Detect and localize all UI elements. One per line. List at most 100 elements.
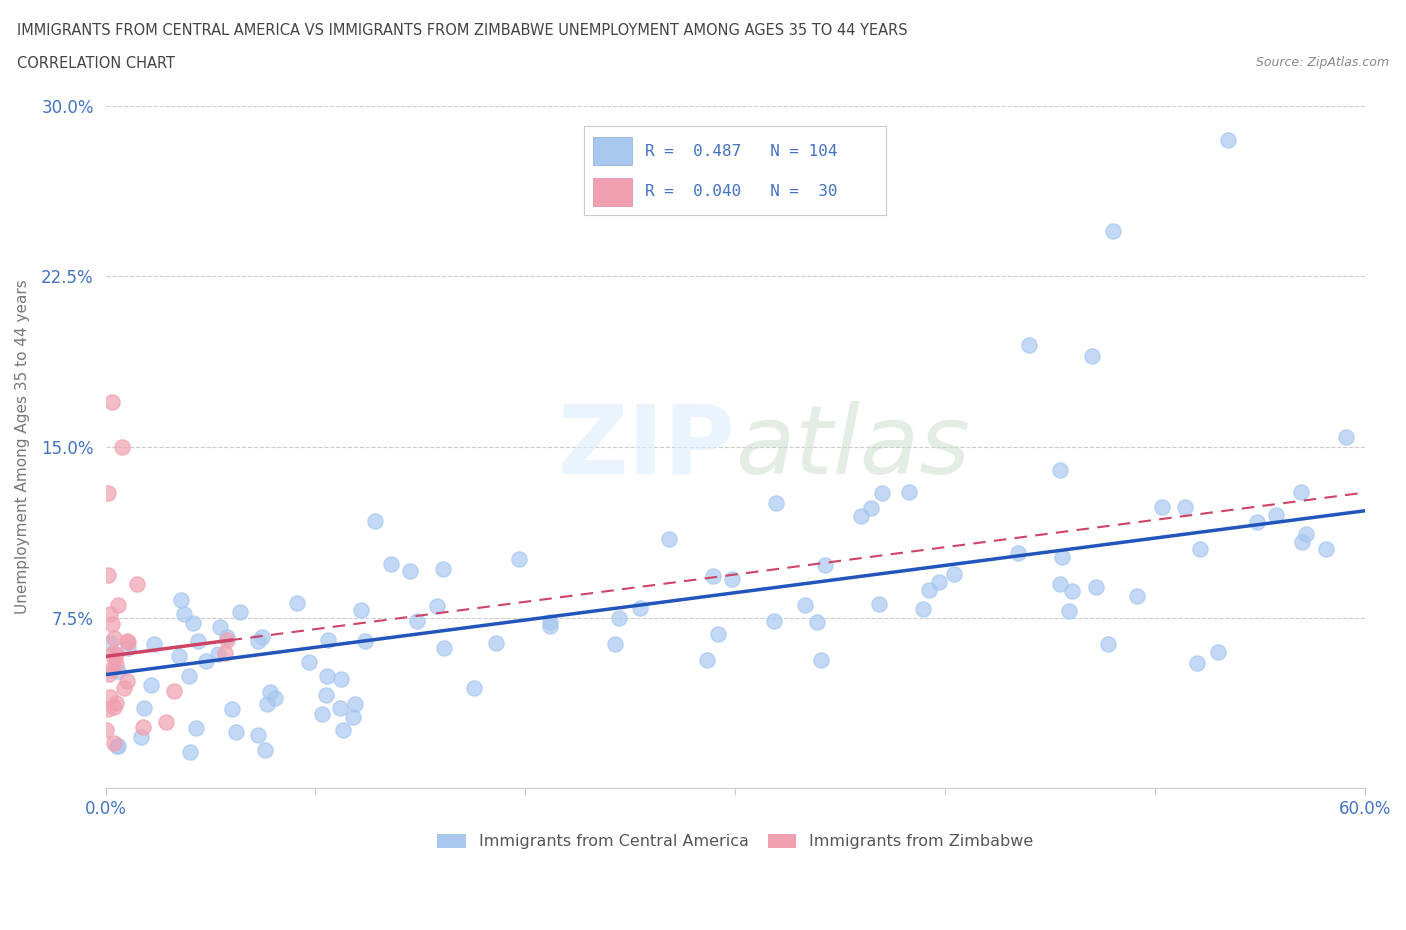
Point — [1049, 462, 1071, 477]
Point — [103, 736, 125, 751]
Point — [870, 485, 893, 500]
Point — [350, 603, 373, 618]
Point — [806, 614, 828, 629]
Point — [1289, 485, 1312, 499]
Point — [170, 592, 193, 607]
Point — [354, 634, 377, 649]
Point — [217, 633, 239, 648]
Point — [696, 653, 718, 668]
Point — [1060, 584, 1083, 599]
Point — [426, 599, 449, 614]
Point — [94, 723, 117, 737]
Point — [127, 577, 149, 591]
Point — [1059, 604, 1081, 618]
Point — [399, 564, 422, 578]
Point — [259, 684, 281, 699]
Point — [1018, 338, 1040, 352]
Point — [912, 602, 935, 617]
Point — [1295, 526, 1317, 541]
Point — [287, 595, 309, 610]
Point — [868, 597, 890, 612]
Point — [463, 681, 485, 696]
Point — [142, 637, 165, 652]
Point — [225, 724, 247, 739]
Point — [1126, 589, 1149, 604]
Point — [810, 653, 832, 668]
Point — [105, 738, 128, 753]
Point — [101, 645, 124, 660]
Point — [229, 604, 252, 619]
Point — [215, 630, 238, 644]
Point — [814, 558, 837, 573]
Point — [132, 720, 155, 735]
Point — [104, 696, 127, 711]
Point — [538, 618, 561, 633]
Point — [103, 631, 125, 645]
Point — [1049, 577, 1071, 591]
Point — [98, 690, 121, 705]
Point — [316, 633, 339, 648]
Point — [1185, 656, 1208, 671]
Legend: Immigrants from Central America, Immigrants from Zimbabwe: Immigrants from Central America, Immigra… — [430, 827, 1040, 856]
Point — [1152, 499, 1174, 514]
Text: ZIP: ZIP — [557, 401, 735, 494]
Point — [254, 742, 277, 757]
Point — [115, 673, 138, 688]
Point — [179, 744, 201, 759]
Point — [380, 557, 402, 572]
Point — [1081, 349, 1104, 364]
Point — [250, 630, 273, 644]
Point — [247, 633, 270, 648]
Point — [342, 710, 364, 724]
Point — [101, 394, 124, 409]
Point — [329, 700, 352, 715]
Point — [131, 729, 153, 744]
Point — [256, 696, 278, 711]
Point — [117, 633, 139, 648]
Point — [107, 663, 129, 678]
Point — [1246, 514, 1268, 529]
Point — [720, 572, 742, 587]
Point — [607, 611, 630, 626]
Point — [98, 635, 121, 650]
Point — [433, 641, 456, 656]
Point — [1097, 636, 1119, 651]
Point — [1334, 430, 1357, 445]
Point — [104, 657, 127, 671]
Point — [97, 567, 120, 582]
Point — [97, 667, 120, 682]
Point — [851, 509, 873, 524]
Point — [1315, 542, 1337, 557]
Point — [167, 648, 190, 663]
Point — [1102, 223, 1125, 238]
Point — [315, 687, 337, 702]
Point — [1188, 541, 1211, 556]
Point — [1218, 132, 1240, 147]
Point — [195, 654, 218, 669]
Point — [221, 701, 243, 716]
Point — [316, 669, 339, 684]
Point — [183, 616, 205, 631]
Point — [208, 620, 231, 635]
Point — [107, 598, 129, 613]
Point — [187, 634, 209, 649]
Point — [1050, 550, 1073, 565]
Point — [298, 655, 321, 670]
Point — [1007, 546, 1029, 561]
Point — [1206, 644, 1229, 659]
Point — [247, 727, 270, 742]
Point — [207, 646, 229, 661]
Point — [311, 707, 333, 722]
Point — [117, 640, 139, 655]
Point — [603, 637, 626, 652]
Point — [630, 601, 652, 616]
Point — [762, 613, 785, 628]
Point — [214, 645, 236, 660]
Point — [163, 684, 186, 698]
Point — [117, 634, 139, 649]
Point — [860, 500, 883, 515]
Point — [943, 566, 966, 581]
Point — [264, 691, 287, 706]
Point — [1291, 535, 1313, 550]
Point — [101, 661, 124, 676]
